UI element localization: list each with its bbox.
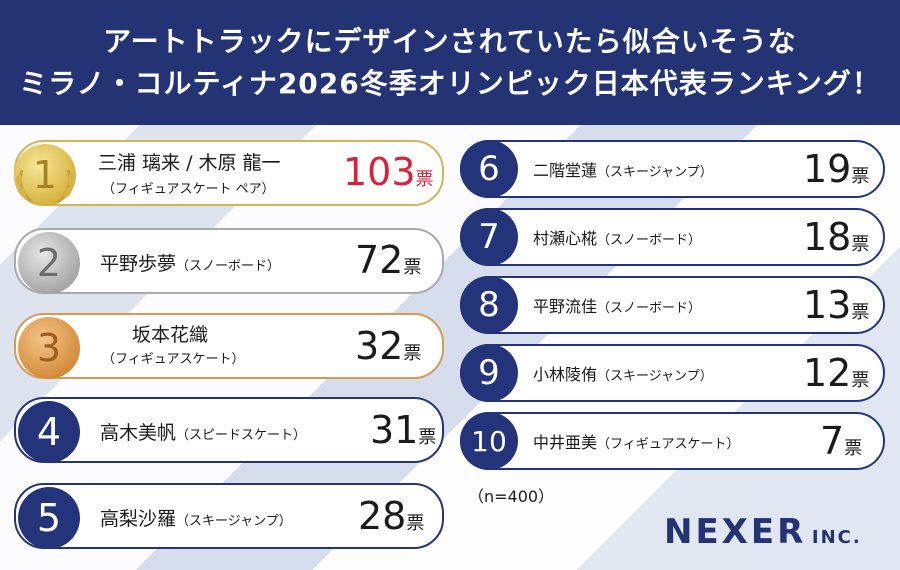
rank-number-7: 7 xyxy=(478,217,500,257)
rank-badge-10: 10 xyxy=(460,412,518,470)
logo-suffix-text: INC. xyxy=(811,527,862,548)
athlete-category-4: （スピードスケート） xyxy=(176,428,307,443)
athlete-category-5: （スキージャンプ） xyxy=(176,514,292,529)
vote-unit-8: 票 xyxy=(851,302,870,323)
rank-badge-9: 9 xyxy=(460,344,518,402)
title-line-1: アートトラックにデザインされていたら似合いそうな xyxy=(103,24,797,58)
vote-unit-5: 票 xyxy=(406,513,425,534)
logo-main-text: NEXER xyxy=(664,512,807,552)
rank-number-9: 9 xyxy=(478,353,500,393)
rank-badge-4: 4 xyxy=(18,401,80,463)
athlete-category-2: （スノーボード） xyxy=(176,259,281,274)
rank-number-10: 10 xyxy=(471,424,507,458)
rank-badge-2: 2 xyxy=(18,232,80,294)
rank-number-8: 8 xyxy=(478,285,500,325)
ranking-row-8 xyxy=(460,276,885,334)
vote-unit-3: 票 xyxy=(403,343,422,364)
athlete-row-text-10: 中井亜美（フィギュアスケート） xyxy=(533,429,740,453)
athlete-name-3: 坂本花織 xyxy=(132,324,209,346)
rank-badge-8: 8 xyxy=(460,276,518,334)
athlete-category-1: （フィギュアスケート ペア） xyxy=(102,182,275,197)
nexer-logo: NEXER INC. xyxy=(664,512,862,552)
sample-size-note: （n=400） xyxy=(468,487,555,506)
athlete-category-10: （フィギュアスケート） xyxy=(597,437,740,452)
rank-badge-3: 3 xyxy=(18,317,80,379)
vote-count-3: 32票 xyxy=(355,324,421,368)
athlete-name-6: 二階堂蓮 xyxy=(533,161,598,180)
rank-badge-6: 6 xyxy=(460,140,518,198)
athlete-row-text-9: 小林陵侑（スキージャンプ） xyxy=(533,361,713,385)
athlete-name-5: 高梨沙羅 xyxy=(100,508,177,530)
ranking-row-1 xyxy=(14,140,444,206)
vote-count-4: 31票 xyxy=(370,408,436,452)
athlete-category-6: （スキージャンプ） xyxy=(597,165,713,180)
vote-count-7: 18票 xyxy=(803,215,869,259)
header-banner: アートトラックにデザインされていたら似合いそうな ミラノ・コルティナ2026冬季… xyxy=(0,0,900,125)
athlete-name-2: 平野歩夢 xyxy=(100,253,177,275)
athlete-name-7: 村瀬心椛 xyxy=(533,229,598,248)
vote-unit-2: 票 xyxy=(403,257,422,278)
vote-number-10: 7 xyxy=(820,419,845,463)
ranking-row-6 xyxy=(460,140,885,198)
vote-number-1: 103 xyxy=(343,150,416,194)
rank-number-5: 5 xyxy=(36,496,62,540)
vote-unit-7: 票 xyxy=(851,234,870,255)
vote-number-8: 13 xyxy=(803,283,852,327)
rank-number-6: 6 xyxy=(478,149,500,189)
vote-number-5: 28 xyxy=(358,494,407,538)
rank-number-4: 4 xyxy=(36,410,62,454)
athlete-category-8: （スノーボード） xyxy=(597,301,702,316)
vote-count-9: 12票 xyxy=(803,351,869,395)
rank-number-3: 3 xyxy=(36,326,62,370)
athlete-row-text-7: 村瀬心椛（スノーボード） xyxy=(533,225,701,249)
athlete-name-10: 中井亜美 xyxy=(533,433,598,452)
ranking-row-2 xyxy=(14,228,444,294)
rank-badge-7: 7 xyxy=(460,208,518,266)
vote-number-4: 31 xyxy=(370,408,419,452)
athlete-row-text-2: 平野歩夢（スノーボード） xyxy=(100,249,280,276)
ranking-row-9 xyxy=(460,344,885,402)
laurel-icon xyxy=(16,169,74,204)
vote-unit-10: 票 xyxy=(844,438,863,459)
vote-number-2: 72 xyxy=(355,238,404,282)
vote-unit-9: 票 xyxy=(851,370,870,391)
athlete-row-text-6: 二階堂蓮（スキージャンプ） xyxy=(533,157,713,181)
vote-number-3: 32 xyxy=(355,324,404,368)
rank-number-1: 1 xyxy=(32,153,58,197)
ranking-row-3 xyxy=(14,313,444,379)
rank-badge-5: 5 xyxy=(18,487,80,549)
vote-number-6: 19 xyxy=(803,147,852,191)
athlete-category-7: （スノーボード） xyxy=(597,233,702,248)
athlete-row-text-8: 平野流佳（スノーボード） xyxy=(533,293,701,317)
vote-count-6: 19票 xyxy=(803,147,869,191)
vote-unit-4: 票 xyxy=(418,427,437,448)
ranking-row-4 xyxy=(14,397,444,463)
vote-number-7: 18 xyxy=(803,215,852,259)
rank-number-2: 2 xyxy=(36,241,62,285)
ranking-row-7 xyxy=(460,208,885,266)
athlete-row-text-5: 高梨沙羅（スキージャンプ） xyxy=(100,504,292,531)
vote-count-2: 72票 xyxy=(355,238,421,282)
athlete-category-9: （スキージャンプ） xyxy=(597,369,713,384)
athlete-name-9: 小林陵侑 xyxy=(533,365,598,384)
title-line-2: ミラノ・コルティナ2026冬季オリンピック日本代表ランキング！ xyxy=(19,66,881,100)
vote-unit-1: 票 xyxy=(415,169,434,190)
vote-unit-6: 票 xyxy=(851,166,870,187)
athlete-row-text-4: 高木美帆（スピードスケート） xyxy=(100,418,306,445)
athlete-category-3: （フィギュアスケート） xyxy=(102,352,245,367)
vote-count-5: 28票 xyxy=(358,494,424,538)
vote-count-1: 103票 xyxy=(343,150,434,194)
athlete-name-8: 平野流佳 xyxy=(533,297,598,316)
ranking-row-10 xyxy=(460,412,885,470)
ranking-row-5 xyxy=(14,483,444,549)
athlete-name-4: 高木美帆 xyxy=(100,422,177,444)
vote-number-9: 12 xyxy=(803,351,852,395)
vote-count-10: 7票 xyxy=(820,419,862,463)
vote-count-8: 13票 xyxy=(803,283,869,327)
athlete-name-1: 三浦 璃来 / 木原 龍一 xyxy=(98,152,281,174)
